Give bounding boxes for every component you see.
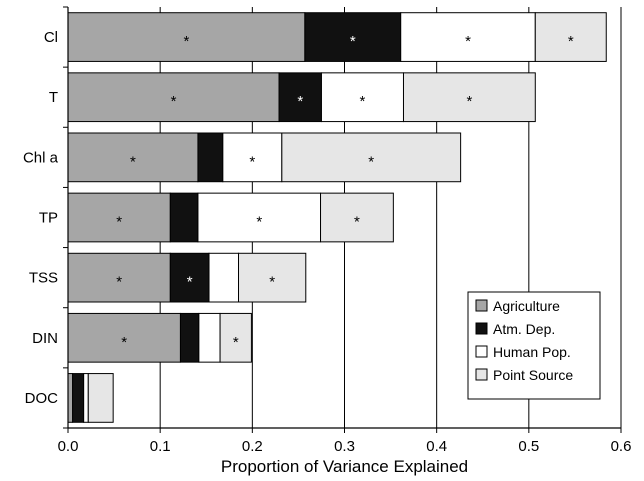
bar-t-3 [402, 72, 536, 123]
significance-star: * [116, 214, 122, 231]
bar-tp-0 [67, 192, 171, 243]
category-label: T [49, 89, 58, 106]
significance-star: * [568, 33, 574, 50]
bar-din-0 [67, 312, 181, 363]
bar-chl-a-0 [67, 132, 199, 183]
bar-tss-0 [67, 252, 171, 303]
axes [63, 6, 622, 433]
bar-t-2 [320, 72, 404, 123]
significance-star: * [233, 334, 239, 351]
legend-label: Point Source [493, 367, 573, 383]
bar-din-3 [219, 312, 252, 363]
category-label: DOC [25, 390, 59, 407]
significance-star: * [269, 274, 275, 291]
significance-star: * [249, 153, 255, 170]
category-labels: Cl T Chl a TP TSS DIN DOC [23, 29, 59, 407]
x-axis-title: Proportion of Variance Explained [221, 457, 468, 476]
bar-din-1 [179, 312, 200, 363]
legend-box [467, 291, 601, 400]
bar-tss-2 [208, 252, 240, 303]
significance-star: * [116, 274, 122, 291]
significance-star: * [130, 153, 136, 170]
significance-star: * [187, 274, 193, 291]
bar-doc-3 [87, 373, 114, 423]
legend-label: Atm. Dep. [493, 321, 555, 337]
legend-label: Agriculture [493, 298, 560, 314]
category-label: Chl a [23, 149, 59, 166]
bar-t-0 [67, 72, 280, 123]
legend: Agriculture Atm. Dep. Human Pop. Point Sour… [467, 291, 601, 400]
significance-star: * [465, 33, 471, 50]
significance-star: * [121, 334, 127, 351]
x-tick-label: 0.2 [242, 438, 263, 455]
x-tick-labels: 0.0 0.1 0.2 0.3 0.4 0.5 0.6 [58, 438, 632, 455]
legend-swatch [475, 299, 488, 312]
bar-t-1 [278, 72, 322, 123]
category-label: Cl [44, 29, 58, 46]
significance-star: * [297, 93, 303, 110]
significance-star: * [350, 33, 356, 50]
bar-tp-3 [320, 192, 394, 243]
category-label: TP [39, 210, 58, 227]
significance-star: * [354, 214, 360, 231]
bar-chl-a-2 [222, 132, 283, 183]
legend-swatch [475, 368, 488, 381]
bar-tp-1 [169, 192, 199, 243]
significance-star: * [466, 93, 472, 110]
legend-swatch [475, 345, 488, 358]
bar-cl-3 [534, 12, 607, 62]
x-tick-label: 0.1 [150, 438, 171, 455]
significance-star: * [368, 153, 374, 170]
significance-star: * [171, 93, 177, 110]
x-tick-label: 0.6 [611, 438, 632, 455]
bar-tss-3 [238, 252, 307, 303]
bar-chl-a-3 [281, 132, 462, 183]
x-tick-label: 0.3 [334, 438, 355, 455]
legend-label: Human Pop. [493, 344, 571, 360]
bar-cl-0 [67, 12, 306, 62]
bar-din-2 [198, 312, 221, 363]
significance-star: * [360, 93, 366, 110]
bar-doc-0 [67, 373, 74, 423]
bar-chl-a-1 [197, 132, 224, 183]
x-tick-label: 0.5 [518, 438, 539, 455]
bar-tss-1 [169, 252, 210, 303]
x-tick-label: 0.0 [58, 438, 79, 455]
category-label: TSS [29, 270, 58, 287]
legend-swatch [475, 322, 488, 335]
bar-doc-2 [83, 373, 89, 423]
significance-markers: * * * * * * * * * * * * * * * * * * * [116, 33, 574, 351]
category-label: DIN [32, 330, 58, 347]
bars [67, 12, 607, 423]
bar-doc-1 [72, 373, 85, 423]
significance-star: * [184, 33, 190, 50]
significance-star: * [256, 214, 262, 231]
x-tick-label: 0.4 [426, 438, 447, 455]
